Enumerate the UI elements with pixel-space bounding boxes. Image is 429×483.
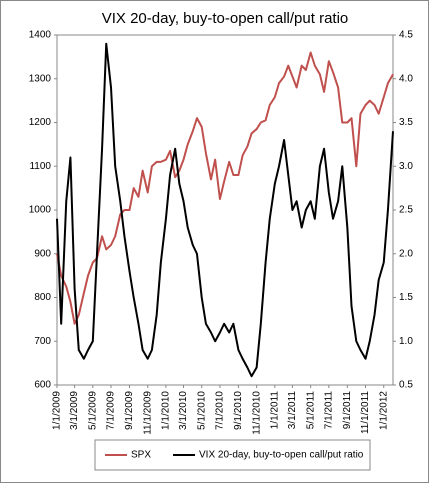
x-tick-label: 7/1/2011 [323, 391, 334, 430]
y-tick-label: 1300 [29, 73, 52, 84]
legend-label: SPX [131, 450, 151, 461]
y-tick-label: 600 [34, 380, 51, 391]
x-tick-label: 9/1/2011 [342, 391, 353, 430]
x-tick-label: 3/1/2009 [69, 391, 80, 430]
y2-tick-label: 1.0 [399, 336, 413, 347]
y-tick-label: 800 [34, 292, 51, 303]
y2-tick-label: 4.5 [399, 30, 413, 41]
x-tick-label: 1/1/2011 [269, 391, 280, 430]
x-tick-label: 1/1/2010 [161, 391, 172, 430]
x-tick-label: 1/1/2009 [52, 391, 63, 430]
chart-title: VIX 20-day, buy-to-open call/put ratio [102, 10, 349, 27]
x-tick-label: 9/1/2009 [124, 391, 135, 430]
y2-tick-label: 1.5 [399, 292, 413, 303]
x-tick-label: 5/1/2009 [87, 391, 98, 430]
x-tick-label: 7/1/2010 [215, 391, 226, 430]
x-tick-label: 5/1/2011 [305, 391, 316, 430]
y-tick-label: 900 [34, 248, 51, 259]
x-tick-label: 11/1/2009 [142, 391, 153, 435]
y2-tick-label: 3.5 [399, 117, 413, 128]
x-tick-label: 11/1/2011 [360, 391, 371, 434]
y2-tick-label: 2.0 [399, 248, 413, 259]
y2-tick-label: 3.0 [399, 161, 413, 172]
y2-tick-label: 2.5 [399, 205, 413, 216]
x-tick-label: 11/1/2010 [251, 391, 262, 435]
y-tick-label: 700 [34, 336, 51, 347]
y-tick-label: 1400 [29, 30, 52, 41]
x-tick-label: 1/1/2012 [378, 391, 389, 430]
legend-label: VIX 20-day, buy-to-open call/put ratio [199, 450, 364, 461]
legend [94, 439, 371, 471]
y2-tick-label: 4.0 [399, 73, 413, 84]
x-tick-label: 3/1/2011 [287, 391, 298, 430]
x-tick-label: 7/1/2009 [106, 391, 117, 430]
y2-tick-label: 0.5 [399, 380, 413, 391]
x-tick-label: 5/1/2010 [196, 391, 207, 430]
series-line [56, 42, 394, 378]
series-line [56, 51, 394, 325]
x-tick-label: 9/1/2010 [233, 391, 244, 430]
x-tick-label: 3/1/2010 [178, 391, 189, 430]
y-tick-label: 1100 [29, 161, 51, 172]
y-tick-label: 1000 [29, 205, 52, 216]
y-tick-label: 1200 [29, 117, 52, 128]
